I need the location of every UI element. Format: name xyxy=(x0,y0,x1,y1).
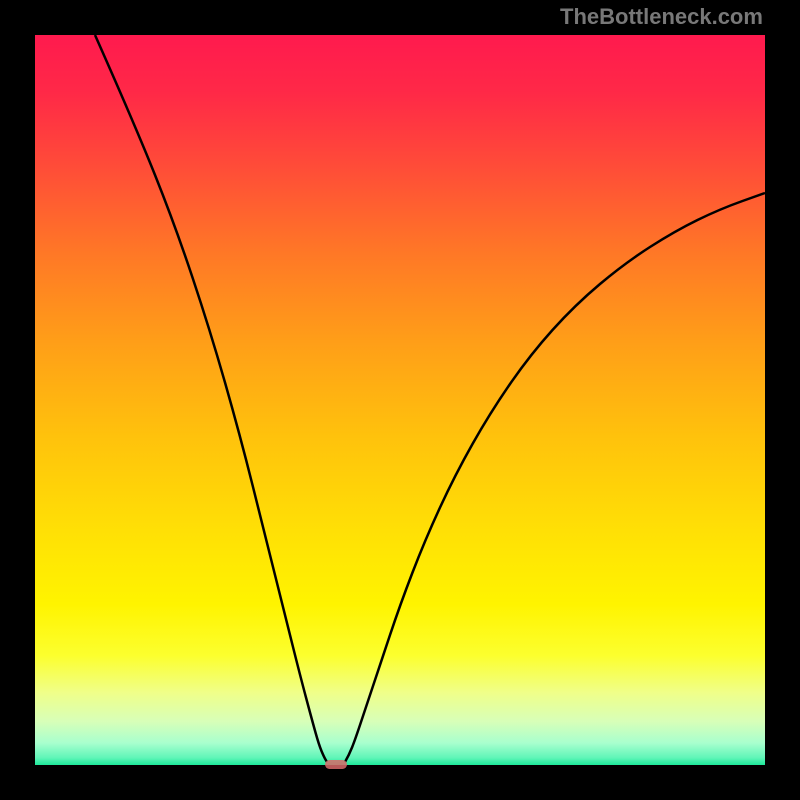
plot-gradient xyxy=(35,35,765,765)
bottleneck-chart xyxy=(0,0,800,800)
optimal-point-marker xyxy=(325,760,347,769)
watermark-text: TheBottleneck.com xyxy=(560,4,763,30)
